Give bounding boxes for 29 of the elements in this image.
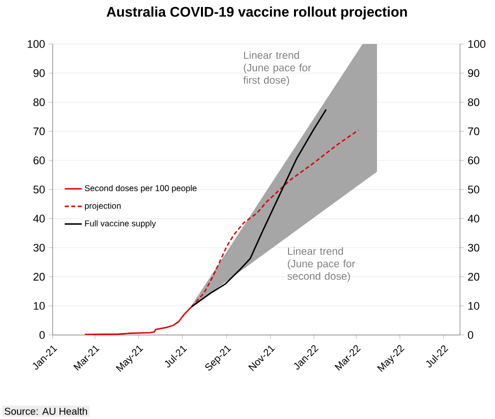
y2-tick-label: 30 xyxy=(468,244,480,252)
y-tick-label: 60 xyxy=(34,156,45,164)
y-tick-label: 10 xyxy=(34,302,45,310)
y2-tick-label: 40 xyxy=(468,214,480,222)
source-note: Source: AU Health xyxy=(4,407,87,415)
y2-tick-label: 100 xyxy=(468,40,486,48)
y-tick-label: 0 xyxy=(40,331,45,339)
y2-tick-label: 80 xyxy=(468,98,480,106)
y-tick-label: 80 xyxy=(33,98,45,106)
y-tick-label: 40 xyxy=(33,214,45,222)
legend-label: Second doses per 100 people xyxy=(84,184,197,193)
y-tick-label: 30 xyxy=(33,244,45,252)
y-tick-label: 20 xyxy=(34,272,45,281)
y2-tick-label: 50 xyxy=(468,186,480,194)
annotation: Linear trend (June pace for first dose) xyxy=(243,51,312,86)
chart-title: Australia COVID-19 vaccine rollout projection xyxy=(106,6,407,20)
annotation: Linear trend (June pace for second dose) xyxy=(288,247,356,282)
y2-tick-label: 10 xyxy=(468,302,480,310)
y-tick-label: 50 xyxy=(33,186,45,194)
y2-tick-label: 60 xyxy=(468,156,480,164)
legend-label: projection xyxy=(84,202,121,210)
y-tick-label: 70 xyxy=(34,127,45,136)
y-tick-label: 90 xyxy=(34,69,45,77)
y-tick-label: 100 xyxy=(28,40,45,48)
y2-tick-label: 90 xyxy=(468,69,480,77)
y2-tick-label: 20 xyxy=(468,272,480,281)
y2-tick-label: 70 xyxy=(468,127,480,136)
legend-label: Full vaccine supply xyxy=(85,220,156,228)
y2-tick-label: 0 xyxy=(468,331,474,339)
